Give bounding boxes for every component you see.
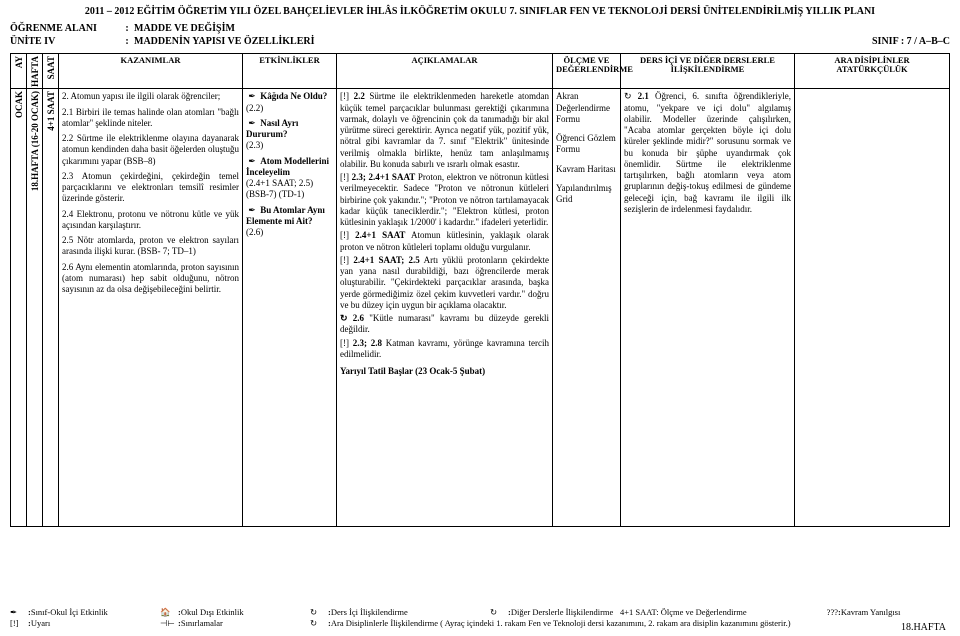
- legend: ✒: Sınıf-Okul İçi Etkinlik 🏠: Okul Dışı …: [10, 606, 950, 630]
- kazanim-item: 2.3 Atomun çekirdeğini, çekirdeğin temel…: [62, 171, 239, 205]
- document-title: 2011 – 2012 EĞİTİM ÖĞRETİM YILI ÖZEL BAH…: [10, 6, 950, 19]
- olcme-item: Yapılandırılmış Grid: [556, 183, 617, 206]
- col-ay: AY: [14, 56, 24, 68]
- kazanim-item: 2.1 Birbiri ile temas halinde olan atoml…: [62, 107, 239, 130]
- cell-etkinlikler: ✒ Kâğıda Ne Oldu?(2.2) ✒ Nasıl Ayrı Durur…: [243, 89, 337, 527]
- kazanim-item: 2.4 Elektronu, protonu ve nötronu kütle …: [62, 209, 239, 232]
- learning-area-label: ÖĞRENME ALANI: [10, 23, 120, 36]
- plan-table: AY HAFTA SAAT KAZANIMLAR ETKİNLİKLER AÇI…: [10, 53, 950, 528]
- cell-kazanimlar: 2. Atomun yapısı ile ilgili olarak öğren…: [59, 89, 243, 527]
- cell-saat: 4+1 SAAT: [46, 91, 57, 131]
- col-etkinlikler: ETKİNLİKLER: [243, 53, 337, 89]
- page-number: 18.HAFTA: [901, 622, 946, 635]
- cell-hafta: 18.HAFTA (16-20 OCAK): [30, 91, 41, 191]
- home-icon: 🏠: [160, 607, 178, 618]
- col-kazanimlar: KAZANIMLAR: [59, 53, 243, 89]
- class-cell: SINIF : 7 / A–B–C: [860, 36, 950, 49]
- pen-icon: ✒: [246, 205, 258, 216]
- kazanim-item: 2.5 Nötr atomlarda, proton ve elektron s…: [62, 235, 239, 258]
- unit-row: ÜNİTE IV : MADDENİN YAPISI VE ÖZELLİKLER…: [10, 36, 950, 49]
- semester-note: Yarıyıl Tatil Başlar (23 Ocak-5 Şubat): [340, 366, 549, 377]
- etkinlik-item: ✒ Kâğıda Ne Oldu?(2.2): [246, 91, 333, 114]
- col-olcme: ÖLÇME VE DEĞERLENDİRME: [553, 53, 621, 89]
- cell-ay: OCAK: [14, 91, 25, 118]
- pen-icon: ✒: [10, 607, 28, 618]
- aciklama-item: [!] 2.2 Sürtme ile elektriklenmeden hare…: [340, 91, 549, 170]
- kazanim-item: 2. Atomun yapısı ile ilgili olarak öğren…: [62, 91, 239, 102]
- cell-ara: [795, 89, 950, 527]
- recycle-icon: ↻: [310, 618, 328, 629]
- aciklama-item: ↻ 2.6 "Kütle numarası" kavramı bu düzeyd…: [340, 313, 549, 336]
- etkinlik-item: ✒ Bu Atomlar Aynı Elemente mi Ait?(2.6): [246, 205, 333, 239]
- question-icon: ???: [820, 607, 838, 618]
- kazanim-item: 2.6 Aynı elementin atomlarında, proton s…: [62, 262, 239, 296]
- col-ara: ARA DİSİPLİNLER ATATÜRKÇÜLÜK: [795, 53, 950, 89]
- learning-area-row: ÖĞRENME ALANI : MADDE VE DEĞİŞİM: [10, 23, 950, 36]
- aciklama-item: [!] 2.3; 2.4+1 SAAT Proton, elektron ve …: [340, 172, 549, 228]
- unit-label: ÜNİTE IV: [10, 36, 120, 49]
- limit-icon: ⊣⊢: [160, 618, 178, 629]
- table-header-row: AY HAFTA SAAT KAZANIMLAR ETKİNLİKLER AÇI…: [11, 53, 950, 89]
- cell-dersici: ↻ 2.1 Öğrenci, 6. sınıfta öğrendikleriyl…: [621, 89, 795, 527]
- aciklama-item: [!] 2.4+1 SAAT; 2.5 Artı yüklü protonlar…: [340, 255, 549, 311]
- kazanim-item: 2.2 Sürtme ile elektriklenme olayına day…: [62, 133, 239, 167]
- col-saat: SAAT: [46, 56, 56, 79]
- pen-icon: ✒: [246, 156, 258, 167]
- col-dersici: DERS İÇİ VE DİĞER DERSLERLE İLİŞKİLENDİR…: [621, 53, 795, 89]
- etkinlik-item: ✒ Nasıl Ayrı Dururum?(2.3): [246, 118, 333, 152]
- col-aciklamalar: AÇIKLAMALAR: [337, 53, 553, 89]
- pen-icon: ✒: [246, 118, 258, 129]
- recycle-icon: ↻: [624, 91, 632, 101]
- plan-row: OCAK 18.HAFTA (16-20 OCAK) 4+1 SAAT 2. A…: [11, 89, 950, 527]
- recycle-icon: ↻: [490, 607, 508, 618]
- cell-aciklamalar: [!] 2.2 Sürtme ile elektriklenmeden hare…: [337, 89, 553, 527]
- pen-icon: ✒: [246, 91, 258, 102]
- aciklama-item: [!] 2.4+1 SAAT Atomun kütlesinin, yaklaş…: [340, 230, 549, 253]
- col-hafta: HAFTA: [30, 56, 40, 87]
- olcme-item: Öğrenci Gözlem Formu: [556, 133, 617, 156]
- aciklama-item: [!] 2.3; 2.8 Katman kavramı, yörünge kav…: [340, 338, 549, 361]
- recycle-icon: ↻: [310, 607, 328, 618]
- etkinlik-item: ✒ Atom Modellerini İnceleyelim(2.4+1 SAA…: [246, 156, 333, 201]
- unit-value: MADDENİN YAPISI VE ÖZELLİKLERİ: [134, 36, 860, 49]
- olcme-item: Akran Değerlendirme Formu: [556, 91, 617, 125]
- cell-olcme: Akran Değerlendirme Formu Öğrenci Gözlem …: [553, 89, 621, 527]
- learning-area-value: MADDE VE DEĞİŞİM: [134, 23, 950, 36]
- olcme-item: Kavram Haritası: [556, 164, 617, 175]
- warn-icon: [!]: [10, 618, 28, 629]
